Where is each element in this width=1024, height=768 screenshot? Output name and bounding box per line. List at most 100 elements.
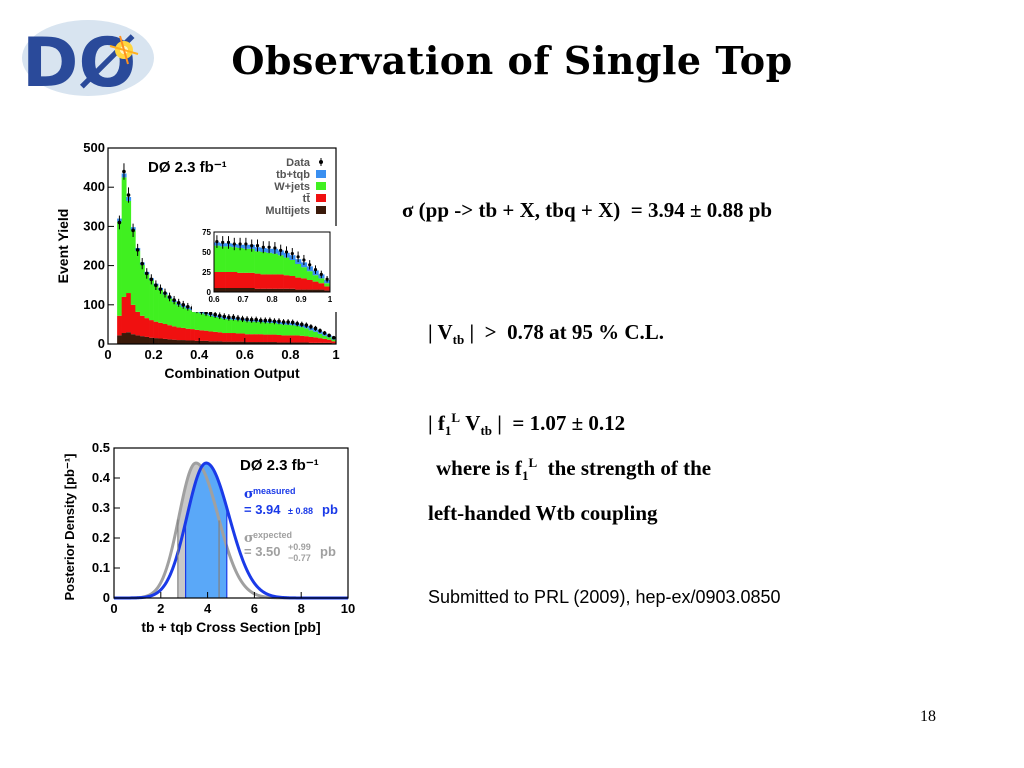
histogram-bar: [194, 329, 200, 341]
cross-section-result: σ (pp -> tb + X, tbq + X) = 3.94 ± 0.88 …: [402, 198, 772, 223]
f1-v: V: [465, 411, 481, 435]
measured-band: [185, 463, 227, 598]
histogram-bar: [253, 342, 259, 344]
inset-data-point: [261, 245, 265, 249]
inset-x-tick-label: 0.7: [237, 295, 249, 304]
inset-bars: [214, 235, 331, 292]
histogram-bar: [272, 342, 278, 344]
histogram-bar: [180, 340, 186, 344]
histogram-bar: [294, 342, 300, 344]
measured-label: measured: [253, 486, 296, 496]
histogram-bar: [222, 333, 227, 342]
histogram-bar: [272, 334, 278, 343]
histogram-bar: [304, 342, 309, 344]
where-suffix: the strength of the: [547, 456, 712, 480]
x-tick-label: 0: [110, 601, 117, 616]
histogram-bar: [308, 336, 314, 343]
inset-bar: [214, 245, 221, 272]
inset-bar: [214, 272, 221, 288]
inset-bar: [312, 275, 319, 282]
histogram-bar: [135, 335, 141, 344]
data-point: [295, 321, 300, 326]
histogram-bar: [249, 334, 255, 343]
histogram-bar: [231, 341, 236, 344]
x-tick-label: 1: [332, 347, 339, 362]
histogram-bar: [185, 309, 191, 329]
histogram-bar: [226, 333, 232, 342]
expected-curve: [114, 461, 348, 600]
submitted-reference: Submitted to PRL (2009), hep-ex/0903.085…: [428, 587, 781, 607]
histogram-bar: [263, 342, 268, 344]
data-point: [304, 323, 309, 327]
inset-bar: [225, 288, 232, 292]
expected-label: expected: [253, 530, 292, 540]
histogram-bar: [263, 322, 268, 335]
histogram-bar: [135, 250, 141, 312]
data-point: [172, 298, 176, 302]
inset-data-point: [215, 240, 219, 244]
histogram-bar: [203, 330, 209, 341]
data-point: [131, 228, 135, 233]
histogram-bar: [281, 324, 287, 336]
histogram-bar: [267, 322, 273, 335]
histogram-bar: [208, 341, 214, 344]
inset-y-tick-label: 50: [202, 248, 211, 257]
f1-open: | f: [428, 411, 445, 435]
x-tick-label: 0.8: [281, 347, 299, 362]
y-axis-label: Event Yield: [55, 209, 71, 284]
x-axis-label: Combination Output: [164, 365, 300, 381]
inset-data-point: [319, 272, 323, 276]
inset-bar: [266, 288, 273, 292]
x-tick-label: 8: [298, 601, 305, 616]
inset-bar: [260, 288, 267, 292]
logo-text: DØ: [22, 24, 136, 100]
histogram-bar: [258, 334, 264, 343]
histogram-bar: [144, 274, 150, 319]
histogram-bar: [240, 333, 246, 342]
histogram-bar: [285, 324, 291, 336]
inset-bar: [277, 274, 284, 289]
histogram-bar: [149, 337, 154, 344]
x-tick-label: 0: [104, 347, 111, 362]
histogram-bar: [203, 314, 209, 331]
histogram-bar: [299, 327, 305, 336]
data-point: [327, 333, 331, 338]
expected-sigma-symbol: σ: [244, 531, 254, 546]
data-point: [140, 261, 144, 266]
inset-data-point: [238, 242, 242, 246]
data-point: [322, 331, 327, 335]
histogram-bar: [222, 318, 227, 334]
legend-swatch: [316, 206, 326, 214]
histogram-bar: [144, 336, 150, 344]
data-point: [231, 315, 236, 320]
inset-bar: [306, 289, 313, 292]
inset-bar: [266, 274, 273, 289]
inset-bar: [254, 273, 261, 289]
histogram-bar: [212, 331, 218, 342]
inset-bar: [283, 288, 290, 292]
vtb-sub: tb: [452, 332, 465, 348]
histogram-bar: [180, 327, 186, 341]
where-line-1: where is f1L the strength of the: [436, 455, 711, 484]
data-point: [158, 287, 163, 291]
data-point: [149, 277, 154, 282]
chart-luminosity-label: DØ 2.3 fb⁻¹: [240, 457, 319, 474]
histogram-bar: [117, 315, 122, 336]
histogram-bar: [222, 341, 227, 344]
histogram-bar: [153, 285, 159, 322]
vtb-relation: >: [484, 320, 497, 344]
legend-label: W+jets: [274, 181, 310, 193]
legend-swatch: [316, 182, 326, 190]
data-point: [181, 303, 186, 307]
data-point: [272, 319, 277, 324]
histogram-bar: [281, 342, 287, 344]
inset-bar: [277, 288, 284, 292]
inset-data-point: [226, 240, 231, 244]
plot-frame: [113, 447, 349, 599]
inset-bar: [318, 278, 325, 284]
histogram-bar: [253, 334, 259, 343]
expected-error-up: +0.99: [288, 542, 311, 552]
legend-label: tt̄: [303, 193, 311, 205]
y-tick-label: 200: [83, 258, 105, 273]
inset-bar: [324, 286, 331, 291]
